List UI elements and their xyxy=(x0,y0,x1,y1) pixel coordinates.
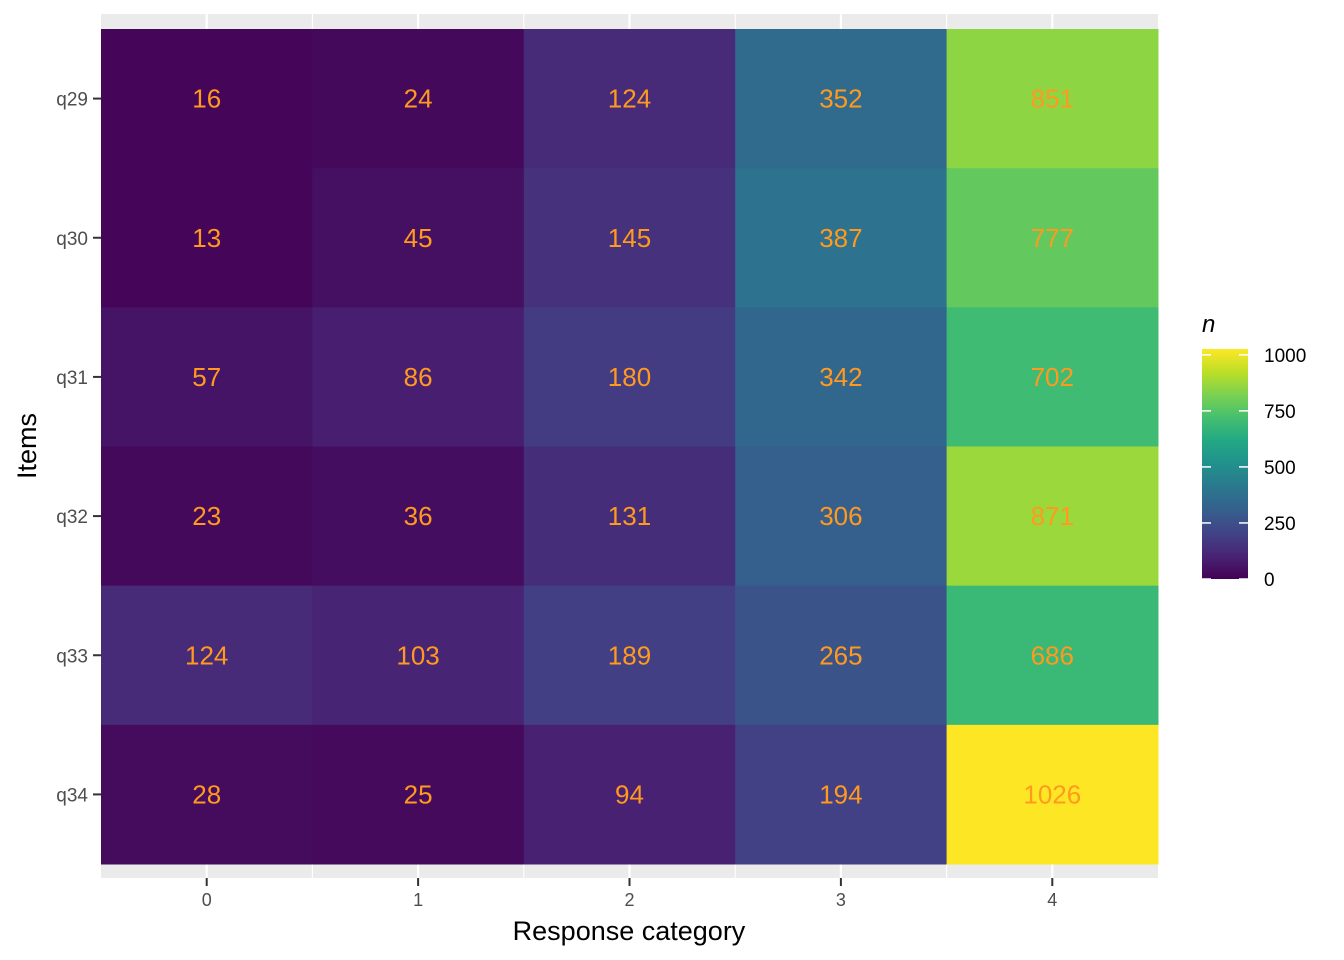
cell-value-label: 387 xyxy=(819,223,862,253)
cell-value-label: 777 xyxy=(1031,223,1074,253)
y-axis: q29 q30 q31 q32 q33 q34 xyxy=(56,90,101,806)
y-tick-label: q30 xyxy=(56,229,88,250)
cell-value-label: 86 xyxy=(404,362,433,392)
cell-value-label: 23 xyxy=(192,501,221,531)
x-tick-label: 4 xyxy=(1047,890,1057,910)
cell-value-label: 16 xyxy=(192,84,221,114)
cell-value-label: 13 xyxy=(192,223,221,253)
heatmap-cell xyxy=(312,585,525,726)
cell-labels: 16 24 124 352 851 13 45 145 387 777 57 86 180 342 702 2… xyxy=(185,84,1081,810)
cell-value-label: 124 xyxy=(608,84,651,114)
cell-value-label: 306 xyxy=(819,501,862,531)
cell-value-label: 1026 xyxy=(1023,779,1081,809)
y-axis-title: Items xyxy=(12,413,42,479)
cell-value-label: 871 xyxy=(1031,501,1074,531)
x-tick-label: 3 xyxy=(836,890,846,910)
heatmap-cell xyxy=(735,29,948,169)
y-tick-label: q29 xyxy=(56,90,88,111)
heatmap-cell xyxy=(101,307,313,447)
legend-colorbar xyxy=(1202,349,1248,579)
heatmap-cell xyxy=(946,446,1159,587)
cell-value-label: 57 xyxy=(192,362,221,392)
cell-value-label: 194 xyxy=(819,779,862,809)
heatmap-cell xyxy=(101,168,313,308)
heatmap-cell xyxy=(523,585,736,726)
heatmap-cell xyxy=(523,307,736,447)
heatmap-cell xyxy=(312,724,525,865)
heatmap-cell xyxy=(101,446,313,587)
cell-value-label: 131 xyxy=(608,501,651,531)
cell-value-label: 124 xyxy=(185,640,228,670)
heatmap-cell xyxy=(735,585,948,726)
heatmap-cell xyxy=(312,29,525,169)
legend-tick-label: 750 xyxy=(1264,402,1296,423)
cell-value-label: 25 xyxy=(404,779,433,809)
cell-value-label: 24 xyxy=(404,84,433,114)
cell-value-label: 28 xyxy=(192,779,221,809)
cell-value-label: 94 xyxy=(615,779,644,809)
heatmap-cell xyxy=(312,446,525,587)
cell-value-label: 265 xyxy=(819,640,862,670)
legend-title: n xyxy=(1202,311,1215,338)
heatmap-cell xyxy=(101,29,313,169)
heatmap-cell xyxy=(312,168,525,308)
heatmap-cell xyxy=(523,446,736,587)
cell-value-label: 36 xyxy=(404,501,433,531)
cell-value-label: 145 xyxy=(608,223,651,253)
cell-value-label: 352 xyxy=(819,84,862,114)
heatmap-cell xyxy=(946,724,1159,865)
color-legend: n 0 250 500 750 1000 xyxy=(1202,311,1306,591)
heatmap-cell xyxy=(101,724,313,865)
legend-ticks: 0 250 500 750 1000 xyxy=(1202,346,1306,591)
y-tick-label: q31 xyxy=(56,368,88,389)
heatmap-cell xyxy=(312,307,525,447)
y-tick-label: q32 xyxy=(56,507,88,528)
legend-tick-label: 1000 xyxy=(1264,346,1306,367)
heatmap-cell xyxy=(946,168,1159,308)
y-tick-label: q34 xyxy=(56,785,88,806)
legend-tick-label: 250 xyxy=(1264,514,1296,535)
heatmap-cell xyxy=(523,724,736,865)
heatmap-cell xyxy=(735,446,948,587)
heatmap-cell xyxy=(101,585,313,726)
cell-value-label: 702 xyxy=(1031,362,1074,392)
heatmap-cell xyxy=(735,307,948,447)
x-axis-title: Response category xyxy=(513,916,746,946)
heatmap-cell xyxy=(946,585,1159,726)
cell-value-label: 342 xyxy=(819,362,862,392)
heatmap-cell xyxy=(946,307,1159,447)
heatmap-cell xyxy=(735,168,948,308)
x-axis: 0 1 2 3 4 xyxy=(202,878,1057,910)
heatmap-cells xyxy=(101,29,1159,865)
x-tick-label: 2 xyxy=(624,890,634,910)
cell-value-label: 189 xyxy=(608,640,651,670)
cell-value-label: 686 xyxy=(1031,640,1074,670)
heatmap-cell xyxy=(523,29,736,169)
heatmap-cell xyxy=(735,724,948,865)
legend-tick-label: 0 xyxy=(1264,570,1275,591)
legend-tick-label: 500 xyxy=(1264,458,1296,479)
x-tick-label: 0 xyxy=(202,890,212,910)
heatmap-cell xyxy=(523,168,736,308)
cell-value-label: 180 xyxy=(608,362,651,392)
cell-value-label: 45 xyxy=(404,223,433,253)
heatmap-cell xyxy=(946,29,1159,169)
x-tick-label: 1 xyxy=(413,890,423,910)
cell-value-label: 103 xyxy=(396,640,439,670)
y-tick-label: q33 xyxy=(56,646,88,667)
cell-value-label: 851 xyxy=(1031,84,1074,114)
